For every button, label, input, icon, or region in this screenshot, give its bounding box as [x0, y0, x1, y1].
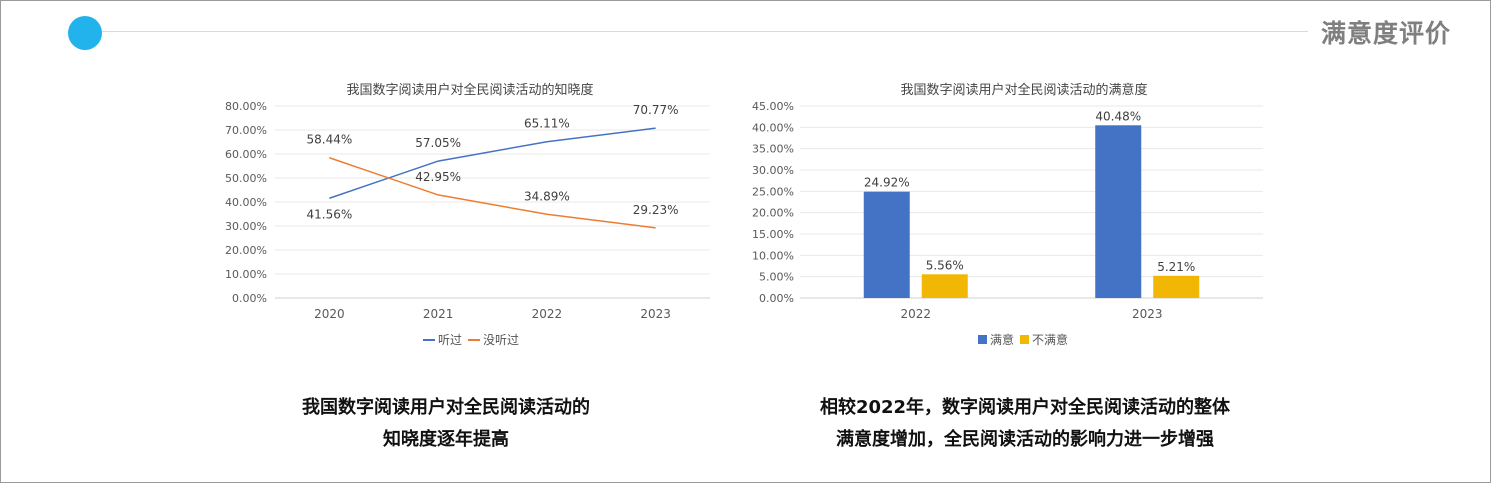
- x-tick-label: 2022: [900, 307, 931, 321]
- y-tick-label: 10.00%: [225, 268, 267, 281]
- left-caption-line-1: 我国数字阅读用户对全民阅读活动的: [302, 397, 590, 418]
- bar-chart-legend: 满意 不满意: [978, 331, 1068, 348]
- bar-unsatisfied: [921, 274, 968, 298]
- y-tick-label: 25.00%: [752, 185, 794, 198]
- x-tick-label: 2022: [532, 307, 563, 321]
- legend-swatch-satisfied: [978, 335, 987, 344]
- data-label: 40.48%: [1095, 109, 1141, 123]
- y-tick-label: 40.00%: [225, 196, 267, 209]
- data-label: 5.21%: [1157, 260, 1195, 274]
- y-tick-label: 30.00%: [225, 220, 267, 233]
- x-tick-label: 2021: [423, 307, 454, 321]
- line-chart-legend: 听过 没听过: [423, 331, 519, 348]
- legend-item-satisfied: 满意: [978, 331, 1014, 348]
- data-label: 42.95%: [415, 170, 461, 184]
- y-tick-label: 35.00%: [752, 143, 794, 156]
- legend-item-heard: 听过: [423, 331, 462, 348]
- bar-unsatisfied: [1153, 275, 1200, 298]
- header-line: [102, 31, 1308, 32]
- legend-swatch-unsatisfied: [1020, 335, 1030, 344]
- y-tick-label: 15.00%: [752, 228, 794, 241]
- y-tick-label: 50.00%: [225, 172, 267, 185]
- x-tick-label: 2023: [640, 307, 671, 321]
- data-label: 5.56%: [926, 258, 964, 272]
- y-tick-label: 5.00%: [759, 271, 794, 284]
- bar-satisfied: [863, 191, 910, 298]
- right-caption-line-2: 满意度增加，全民阅读活动的影响力进一步增强: [835, 429, 1214, 450]
- legend-item-not-heard: 没听过: [468, 331, 519, 348]
- series-line-heard: [329, 127, 656, 199]
- y-tick-label: 0.00%: [232, 292, 267, 305]
- bar-satisfied: [1095, 125, 1142, 298]
- y-tick-label: 0.00%: [759, 292, 794, 305]
- data-label: 57.05%: [415, 136, 461, 150]
- page-title: 满意度评价: [1320, 19, 1451, 48]
- legend-swatch-not-heard: [468, 338, 481, 341]
- y-tick-label: 45.00%: [752, 100, 794, 113]
- legend-label-not-heard: 没听过: [483, 333, 520, 347]
- data-label: 34.89%: [524, 189, 570, 203]
- legend-label-heard: 听过: [438, 333, 463, 347]
- y-tick-label: 20.00%: [225, 244, 267, 257]
- data-label: 65.11%: [524, 117, 570, 131]
- right-caption: 相较2022年，数字阅读用户对全民阅读活动的整体 满意度增加，全民阅读活动的影响…: [820, 392, 1230, 456]
- y-tick-label: 70.00%: [225, 124, 267, 137]
- y-tick-label: 40.00%: [752, 121, 794, 134]
- left-caption-line-2: 知晓度逐年提高: [383, 429, 509, 450]
- bar-chart: 0.00% 5.00% 10.00% 15.00% 20.00% 25.00% 30.00%…: [752, 100, 1263, 321]
- line-chart-title: 我国数字阅读用户对全民阅读活动的知晓度: [346, 83, 594, 98]
- y-tick-label: 60.00%: [225, 148, 267, 161]
- bar-chart-title: 我国数字阅读用户对全民阅读活动的满意度: [900, 83, 1148, 98]
- legend-label-unsatisfied: 不满意: [1032, 333, 1069, 347]
- y-tick-label: 10.00%: [752, 249, 794, 262]
- data-label: 58.44%: [306, 133, 352, 147]
- y-tick-label: 80.00%: [225, 100, 267, 113]
- header-dot: [68, 16, 102, 50]
- line-chart: 0.00% 10.00% 20.00% 30.00% 40.00% 50.00% 60.00…: [225, 100, 710, 321]
- data-label: 41.56%: [306, 207, 352, 221]
- x-tick-label: 2023: [1132, 307, 1163, 321]
- left-caption: 我国数字阅读用户对全民阅读活动的 知晓度逐年提高: [302, 392, 590, 456]
- legend-label-satisfied: 满意: [990, 333, 1015, 347]
- data-label: 29.23%: [633, 203, 679, 217]
- data-label: 70.77%: [633, 103, 679, 117]
- legend-item-unsatisfied: 不满意: [1020, 331, 1068, 348]
- y-tick-label: 20.00%: [752, 207, 794, 220]
- right-caption-line-1: 相较2022年，数字阅读用户对全民阅读活动的整体: [819, 397, 1231, 418]
- y-tick-label: 30.00%: [752, 164, 794, 177]
- data-label: 24.92%: [864, 176, 910, 190]
- x-tick-label: 2020: [314, 307, 345, 321]
- series-line-not-heard: [329, 157, 656, 229]
- legend-swatch-heard: [423, 338, 435, 341]
